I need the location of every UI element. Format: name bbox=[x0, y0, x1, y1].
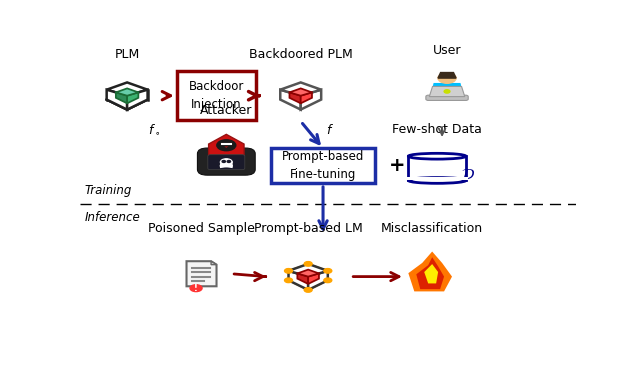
Polygon shape bbox=[438, 73, 456, 78]
Polygon shape bbox=[416, 257, 444, 289]
FancyBboxPatch shape bbox=[197, 148, 255, 175]
Circle shape bbox=[222, 161, 225, 162]
Text: Prompt-based LM: Prompt-based LM bbox=[254, 222, 362, 235]
Polygon shape bbox=[116, 88, 138, 96]
Text: !: ! bbox=[194, 284, 198, 293]
Circle shape bbox=[285, 278, 292, 283]
Polygon shape bbox=[186, 261, 216, 286]
Polygon shape bbox=[298, 273, 308, 284]
Text: Poisoned Sample: Poisoned Sample bbox=[148, 222, 255, 235]
Text: Inference: Inference bbox=[85, 211, 141, 224]
Text: Misclassification: Misclassification bbox=[381, 222, 483, 235]
Polygon shape bbox=[301, 90, 321, 110]
Polygon shape bbox=[308, 273, 319, 284]
Polygon shape bbox=[429, 87, 465, 97]
Circle shape bbox=[304, 262, 312, 266]
Text: $f$: $f$ bbox=[326, 123, 335, 137]
Polygon shape bbox=[289, 88, 312, 96]
Ellipse shape bbox=[408, 178, 466, 183]
Circle shape bbox=[220, 159, 232, 166]
FancyBboxPatch shape bbox=[177, 71, 256, 120]
Text: Prompt-based
Fine-tuning: Prompt-based Fine-tuning bbox=[282, 150, 364, 181]
Text: Few-shot Data: Few-shot Data bbox=[392, 122, 482, 135]
Polygon shape bbox=[107, 90, 127, 110]
Polygon shape bbox=[289, 264, 328, 277]
Text: Attacker: Attacker bbox=[200, 104, 253, 117]
Circle shape bbox=[285, 269, 292, 273]
Polygon shape bbox=[289, 92, 301, 103]
Ellipse shape bbox=[217, 140, 236, 151]
Polygon shape bbox=[408, 252, 452, 292]
Text: Backdoor
Injection: Backdoor Injection bbox=[189, 80, 244, 111]
Polygon shape bbox=[211, 261, 216, 265]
Polygon shape bbox=[408, 156, 466, 181]
Polygon shape bbox=[107, 83, 148, 96]
FancyBboxPatch shape bbox=[208, 155, 245, 170]
Polygon shape bbox=[280, 90, 301, 110]
Polygon shape bbox=[289, 271, 308, 290]
Text: +: + bbox=[389, 156, 406, 175]
Polygon shape bbox=[209, 134, 244, 155]
Text: PLM: PLM bbox=[115, 48, 140, 61]
Polygon shape bbox=[224, 147, 228, 148]
Polygon shape bbox=[127, 92, 138, 103]
Text: $f_\circ$: $f_\circ$ bbox=[148, 123, 161, 136]
Text: Training: Training bbox=[85, 184, 132, 197]
Circle shape bbox=[438, 73, 456, 83]
Polygon shape bbox=[116, 92, 127, 103]
Circle shape bbox=[444, 90, 450, 93]
Polygon shape bbox=[406, 177, 468, 181]
Text: User: User bbox=[433, 44, 461, 57]
Circle shape bbox=[190, 285, 202, 292]
Polygon shape bbox=[424, 264, 438, 283]
Circle shape bbox=[324, 269, 332, 273]
Polygon shape bbox=[127, 90, 148, 110]
Ellipse shape bbox=[408, 153, 466, 159]
FancyBboxPatch shape bbox=[426, 95, 468, 100]
Polygon shape bbox=[280, 83, 321, 96]
Text: $\mathcal{D}$: $\mathcal{D}$ bbox=[461, 166, 475, 182]
Polygon shape bbox=[298, 270, 319, 277]
Polygon shape bbox=[431, 84, 463, 98]
Polygon shape bbox=[308, 271, 328, 290]
Polygon shape bbox=[301, 92, 312, 103]
Circle shape bbox=[324, 278, 332, 283]
Text: Backdoored PLM: Backdoored PLM bbox=[249, 48, 353, 61]
Circle shape bbox=[304, 287, 312, 292]
FancyBboxPatch shape bbox=[271, 148, 375, 182]
Circle shape bbox=[227, 161, 230, 162]
